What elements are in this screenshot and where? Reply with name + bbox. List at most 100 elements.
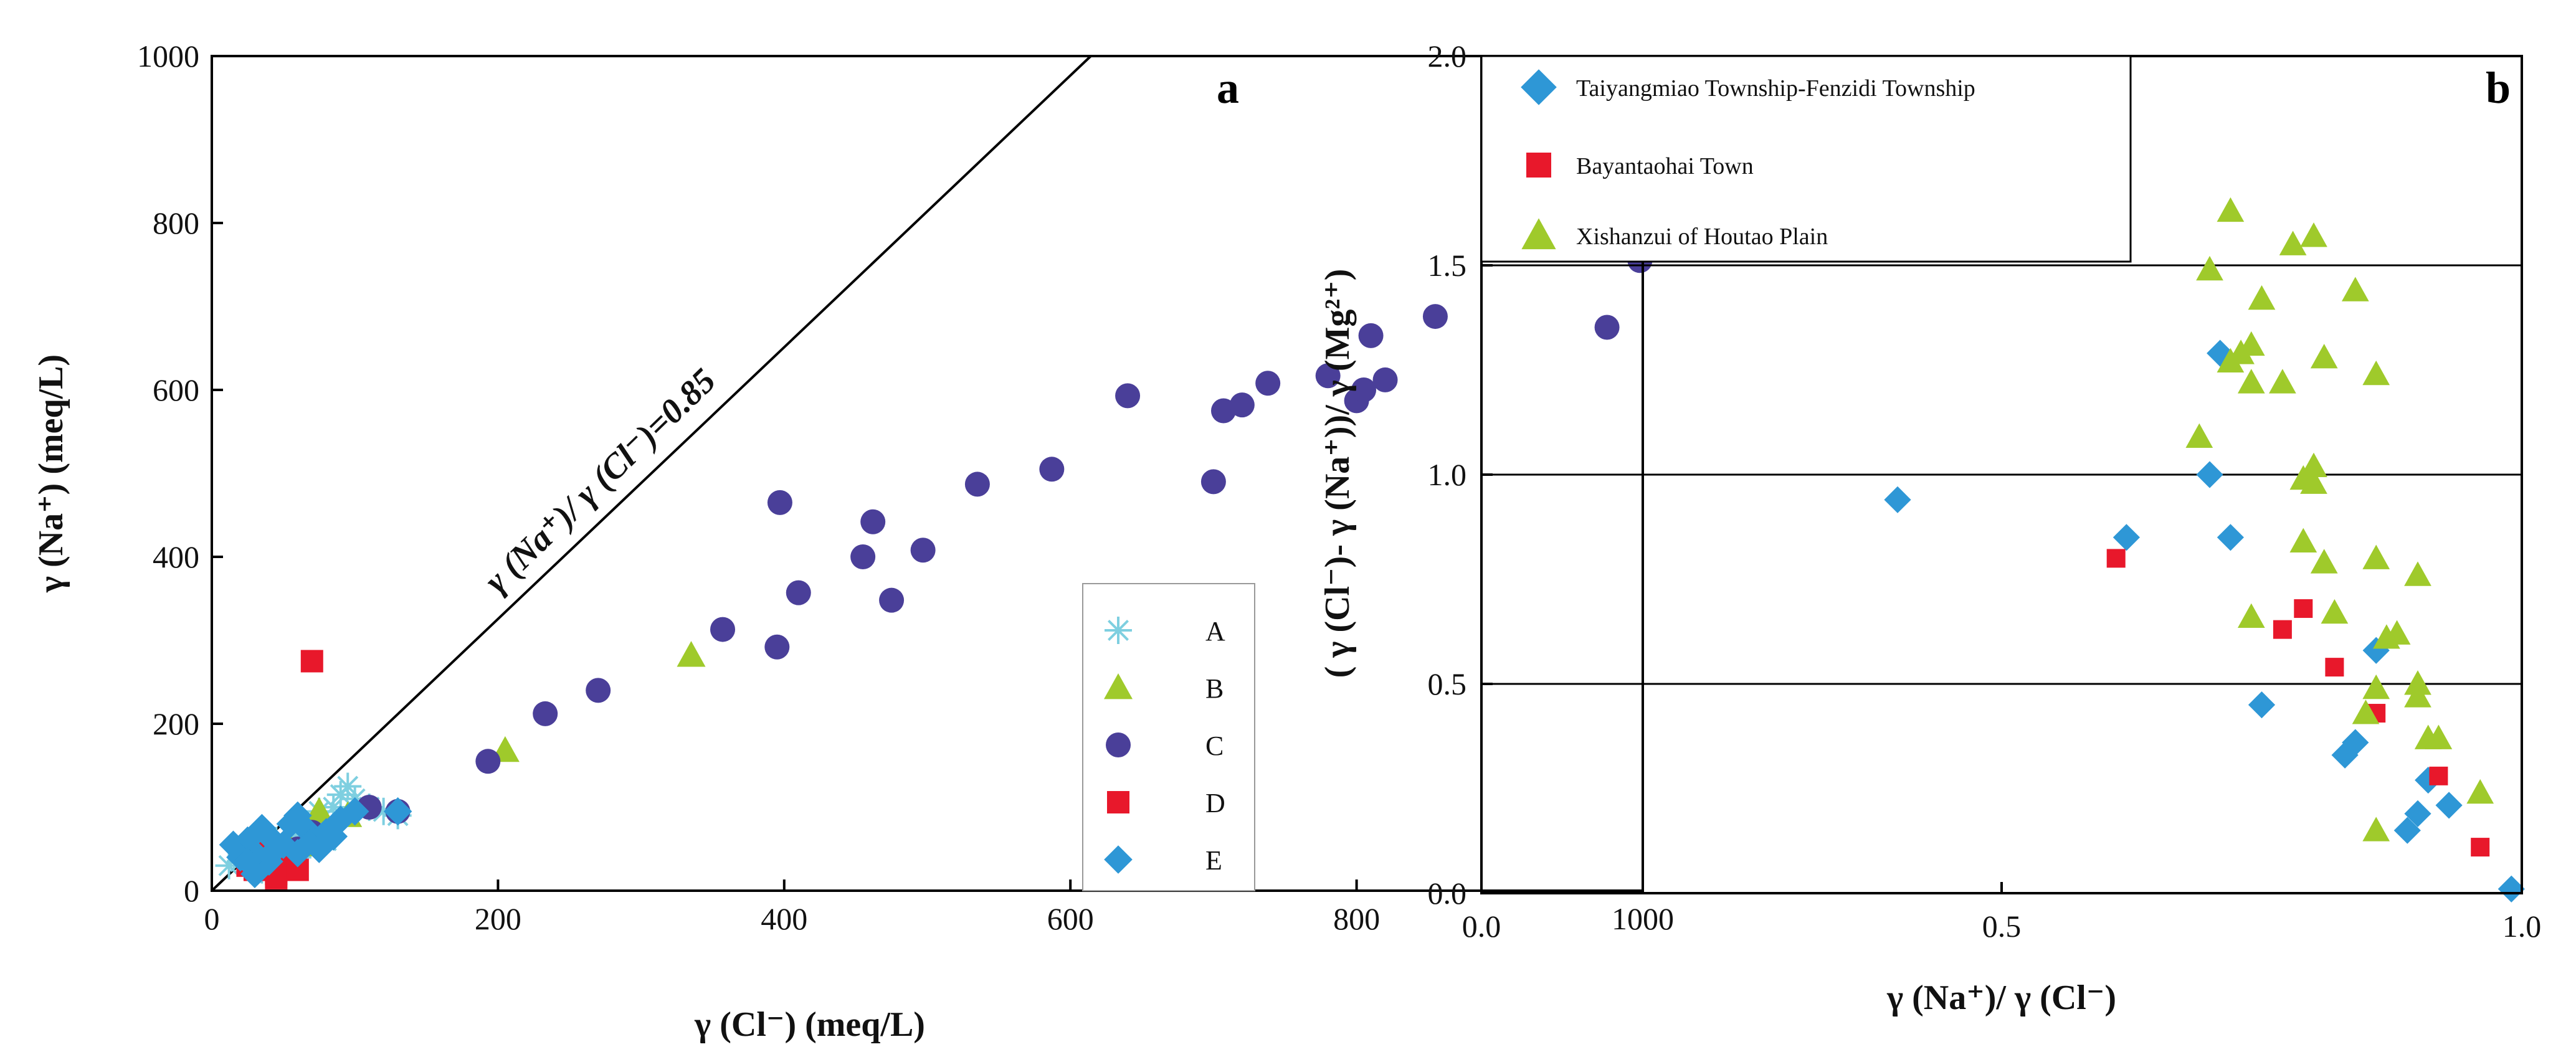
b-point-triangle (2248, 285, 2276, 310)
b-point-diamond (2404, 800, 2431, 827)
a-point-C (786, 580, 811, 605)
b-ytick-label: 0.5 (1428, 666, 1467, 701)
a-ytick-label: 200 (153, 706, 199, 741)
b-legend-items: Taiyangmiao Township-Fenzidi Township Bay… (1521, 69, 1975, 250)
a-legend-marker-C (1106, 732, 1131, 757)
a-legend-label: D (1205, 788, 1225, 818)
b-point-diamond (1884, 486, 1911, 513)
b-point-triangle (2362, 674, 2390, 699)
a-point-B (677, 641, 706, 667)
b-point-triangle (2289, 528, 2317, 552)
a-point-C (1255, 371, 1281, 396)
b-ytick-label: 0.0 (1428, 876, 1467, 911)
a-point-C (1200, 469, 1226, 495)
a-panel-letter: a (1217, 63, 1239, 113)
b-point-triangle (2404, 683, 2431, 708)
a-point-A (334, 772, 362, 800)
b-point-square (2273, 620, 2292, 639)
b-point-triangle (2300, 222, 2327, 247)
a-point-C (1039, 457, 1065, 482)
a-legend-marker-A (1105, 617, 1132, 644)
a-legend-label: A (1205, 616, 1225, 647)
b-xtick-label: 0.5 (1982, 909, 2022, 944)
b-point-triangle (2237, 331, 2265, 356)
a-plot-frame (211, 55, 1644, 892)
a-point-C (910, 538, 936, 563)
b-legend-marker (1526, 153, 1551, 178)
a-ytick-label: 600 (153, 372, 199, 407)
b-xlabel: γ (Na⁺)/ γ (Cl⁻) (1886, 979, 2116, 1017)
a-point-C (475, 749, 501, 774)
b-point-triangle (2185, 423, 2213, 448)
b-point-square (2294, 599, 2313, 619)
a-xtick-label: 1000 (1612, 901, 1674, 936)
b-point-triangle (2310, 549, 2338, 574)
b-point-square (2429, 766, 2448, 785)
b-gridlines (1481, 264, 2522, 685)
b-point-triangle (2279, 230, 2307, 255)
a-xlabel: γ (Cl⁻) (meq/L) (694, 1005, 925, 1044)
a-point-C (1115, 383, 1141, 409)
a-ytick-label: 1000 (137, 39, 199, 73)
a-legend-label: E (1205, 845, 1222, 876)
a-point-E (319, 822, 348, 851)
a-point-C (860, 509, 886, 534)
a-reference-line (211, 55, 1092, 892)
b-point-triangle (2383, 620, 2411, 645)
b-point-diamond (2362, 637, 2390, 664)
b-point-triangle (2269, 369, 2296, 394)
a-xtick-label: 400 (761, 901, 807, 936)
a-point-C (767, 490, 792, 515)
b-point-triangle (2300, 452, 2327, 478)
a-point-E (255, 847, 283, 876)
a-point-C (850, 544, 876, 569)
a-point-C (1351, 377, 1377, 402)
b-ytick-label: 2.0 (1428, 39, 1467, 73)
b-point-diamond (2113, 524, 2140, 551)
b-point-square (2325, 658, 2344, 677)
b-legend-label: Bayantaohai Town (1576, 153, 1754, 179)
b-point-triangle (2404, 561, 2431, 586)
b-panel-letter: b (2486, 63, 2511, 113)
a-legend-marker-E (1104, 845, 1133, 874)
a-legend-label: C (1205, 731, 1224, 761)
a-ytick-label: 800 (153, 206, 199, 240)
a-ytick-label: 400 (153, 539, 199, 574)
b-point-triangle (2196, 255, 2223, 281)
b-point-diamond (2498, 875, 2525, 903)
b-xtick-label: 1.0 (2502, 909, 2542, 944)
a-xtick-label: 0 (204, 901, 220, 936)
a-point-E (233, 847, 262, 876)
b-point-triangle (2362, 360, 2390, 386)
b-point-triangle (2217, 197, 2245, 222)
b-point-triangle (2425, 724, 2453, 749)
b-point-diamond (2342, 729, 2369, 756)
b-point-square (2471, 838, 2490, 857)
b-point-triangle (2362, 817, 2390, 841)
b-point-diamond (2217, 524, 2244, 551)
a-xtick-label: 200 (475, 901, 521, 936)
b-ylabel: ( γ (Cl⁻)- γ (Na⁺))/ γ (Mg²⁺) (1318, 269, 1357, 678)
a-point-C (1358, 323, 1384, 348)
panel-b: 0.0 0.5 1.0 0.0 0.5 1.0 1.5 2.0 b Taiyangmiao T… (1318, 39, 2541, 1017)
b-point-square (2106, 549, 2126, 568)
a-point-E (283, 838, 312, 868)
b-ytick-label: 1.0 (1428, 457, 1467, 492)
a-data-points (215, 231, 1653, 889)
a-ytick-label: 0 (184, 873, 199, 908)
a-point-E (240, 860, 269, 888)
a-point-C (879, 587, 905, 613)
b-point-diamond (2196, 461, 2223, 488)
b-point-triangle (2466, 779, 2494, 804)
b-point-triangle (2362, 544, 2390, 569)
a-point-C (1315, 363, 1341, 389)
a-point-C (964, 472, 990, 497)
b-point-triangle (2300, 469, 2327, 494)
b-point-triangle (2310, 343, 2338, 369)
a-legend-label: B (1205, 673, 1224, 704)
b-point-triangle (2321, 599, 2349, 624)
a-point-C (764, 634, 790, 660)
a-point-B (305, 797, 334, 823)
